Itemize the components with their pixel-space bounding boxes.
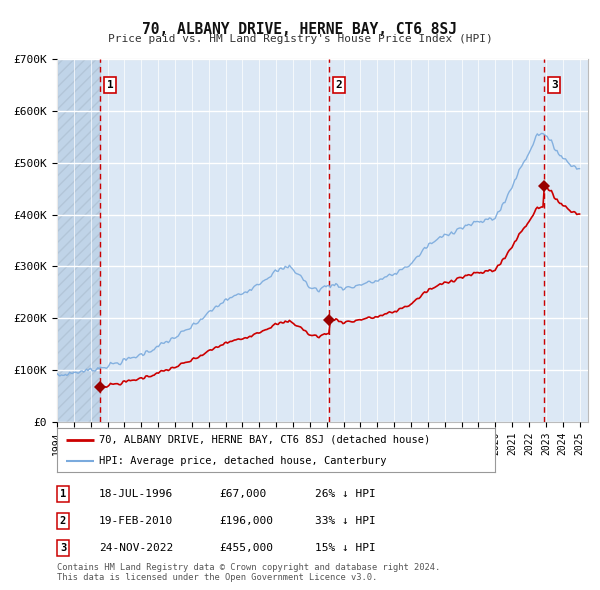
Text: HPI: Average price, detached house, Canterbury: HPI: Average price, detached house, Cant… [98, 456, 386, 466]
Bar [57, 59, 100, 422]
Text: Price paid vs. HM Land Registry's House Price Index (HPI): Price paid vs. HM Land Registry's House … [107, 34, 493, 44]
Bar [57, 59, 100, 422]
Text: 70, ALBANY DRIVE, HERNE BAY, CT6 8SJ: 70, ALBANY DRIVE, HERNE BAY, CT6 8SJ [143, 22, 458, 37]
Text: 19-FEB-2010: 19-FEB-2010 [99, 516, 173, 526]
Text: £67,000: £67,000 [219, 489, 266, 499]
Text: 18-JUL-1996: 18-JUL-1996 [99, 489, 173, 499]
Text: £196,000: £196,000 [219, 516, 273, 526]
Text: 70, ALBANY DRIVE, HERNE BAY, CT6 8SJ (detached house): 70, ALBANY DRIVE, HERNE BAY, CT6 8SJ (de… [98, 435, 430, 445]
Text: Contains HM Land Registry data © Crown copyright and database right 2024.
This d: Contains HM Land Registry data © Crown c… [57, 563, 440, 582]
Text: 33% ↓ HPI: 33% ↓ HPI [315, 516, 376, 526]
Text: 26% ↓ HPI: 26% ↓ HPI [315, 489, 376, 499]
Text: 3: 3 [551, 80, 557, 90]
Text: 1: 1 [60, 489, 66, 499]
Text: £455,000: £455,000 [219, 543, 273, 553]
Text: 3: 3 [60, 543, 66, 553]
Text: 15% ↓ HPI: 15% ↓ HPI [315, 543, 376, 553]
Text: 24-NOV-2022: 24-NOV-2022 [99, 543, 173, 553]
Text: 2: 2 [60, 516, 66, 526]
Text: 1: 1 [107, 80, 113, 90]
Text: 2: 2 [335, 80, 343, 90]
